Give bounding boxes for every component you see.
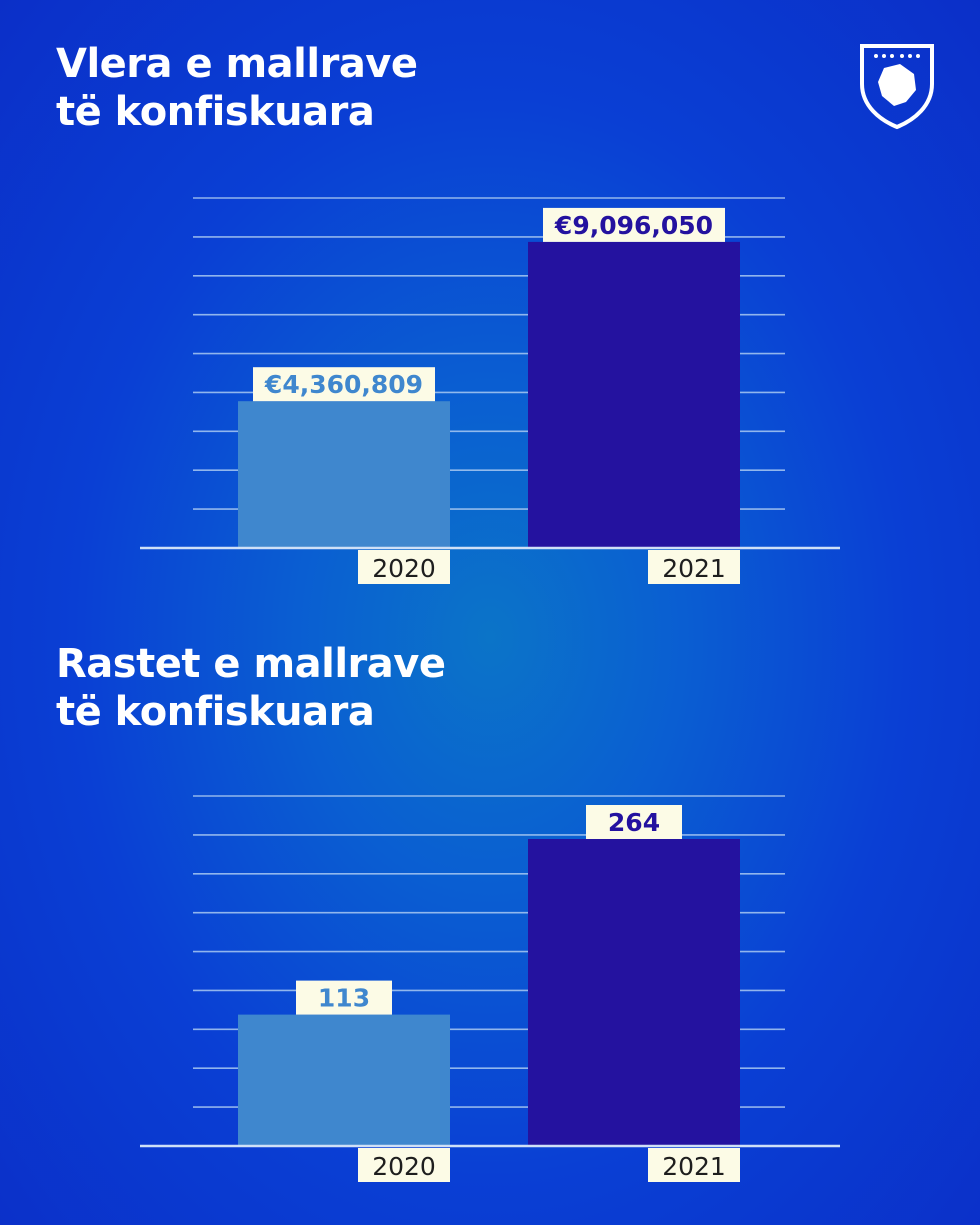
year-label-box xyxy=(358,550,450,584)
bar-2020 xyxy=(238,1014,450,1146)
value-label-2020: €4,360,809 xyxy=(264,370,423,399)
year-label-box xyxy=(648,1148,740,1182)
value-label-2020: 113 xyxy=(318,984,370,1013)
x-tick-label-2021: 2021 xyxy=(662,554,726,583)
value-label-box xyxy=(296,980,392,1015)
chart-value-confiscated: €4,360,809 2020 €9,096,050 2021 xyxy=(140,197,840,584)
chart-title-value: Vlera e mallrave të konfiskuara xyxy=(56,41,418,135)
chart-cases-confiscated: 113 2020 264 2021 xyxy=(140,795,840,1182)
bar-2020 xyxy=(238,401,450,548)
bar-2021 xyxy=(528,241,740,548)
value-label-2021: 264 xyxy=(608,808,660,837)
chart-title-cases: Rastet e mallrave të konfiskuara xyxy=(56,641,446,735)
value-label-box xyxy=(543,207,725,242)
x-tick-label-2020: 2020 xyxy=(372,554,436,583)
x-tick-label-2020: 2020 xyxy=(372,1152,436,1181)
value-label-box xyxy=(586,805,682,839)
x-tick-label-2021: 2021 xyxy=(662,1152,726,1181)
value-label-2021: €9,096,050 xyxy=(554,211,713,240)
year-label-box xyxy=(648,550,740,584)
kosovo-emblem-icon xyxy=(860,44,934,130)
bar-2021 xyxy=(528,839,740,1146)
value-label-box xyxy=(253,367,435,402)
year-label-box xyxy=(358,1148,450,1182)
